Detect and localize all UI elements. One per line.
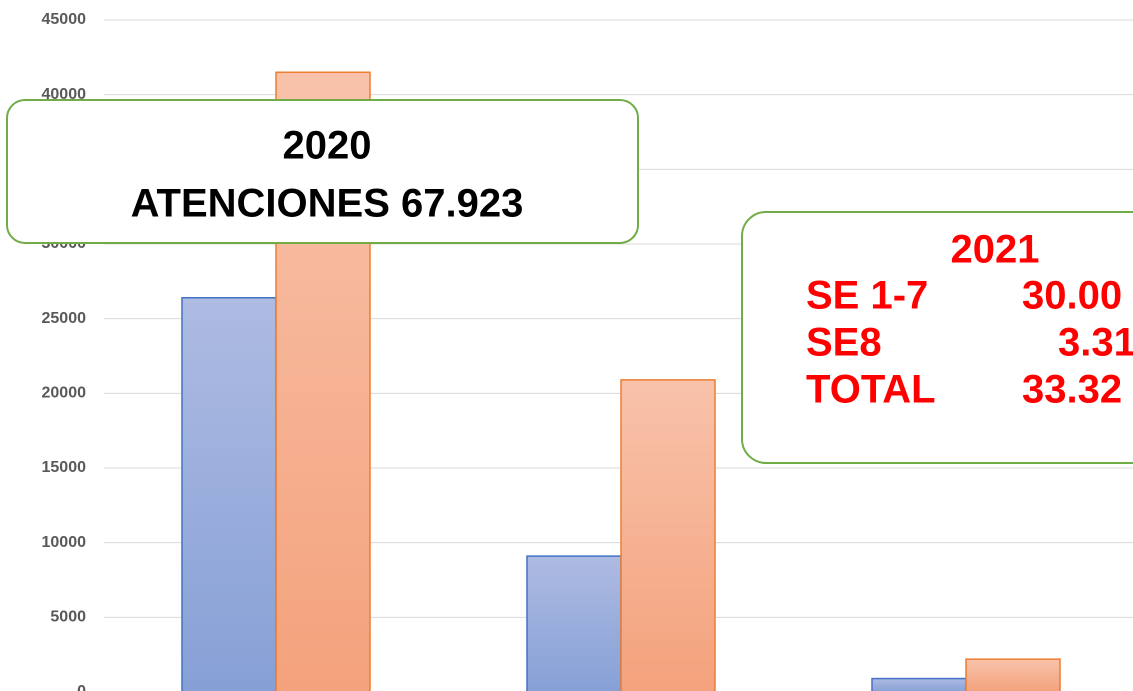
annotations: 2020 ATENCIONES 67.923 2021 SE 1-7 30.00 SE8 3… — [6, 99, 1133, 464]
annotation-title: 2021 — [951, 228, 1040, 272]
y-tick-label: 0 — [77, 683, 86, 691]
annotation-value: 3.31 — [1058, 321, 1133, 365]
y-tick-label: 45000 — [42, 11, 87, 28]
y-tick-label: 15000 — [42, 459, 87, 476]
annotation-value: 30.00 — [1022, 274, 1122, 318]
annotation-box — [6, 99, 639, 244]
bar — [181, 297, 277, 691]
y-tick-label: 20000 — [42, 385, 87, 402]
bar — [871, 677, 967, 691]
annotation-text: 2020 — [283, 124, 372, 168]
annotation-label: SE 1-7 — [806, 274, 928, 318]
annotation-box — [741, 211, 1133, 464]
y-tick-label: 10000 — [42, 534, 87, 551]
annotation-text: ATENCIONES 67.923 — [131, 182, 524, 226]
bar — [620, 379, 716, 691]
bar — [965, 658, 1061, 691]
bar — [526, 555, 622, 691]
y-tick-label: 25000 — [42, 310, 87, 327]
y-tick-label: 5000 — [50, 609, 86, 626]
annotation-value: 33.32 — [1022, 368, 1122, 412]
annotation-label: SE8 — [806, 321, 882, 365]
y-tick-label: 40000 — [42, 86, 87, 103]
annotation-label: TOTAL — [806, 368, 936, 412]
